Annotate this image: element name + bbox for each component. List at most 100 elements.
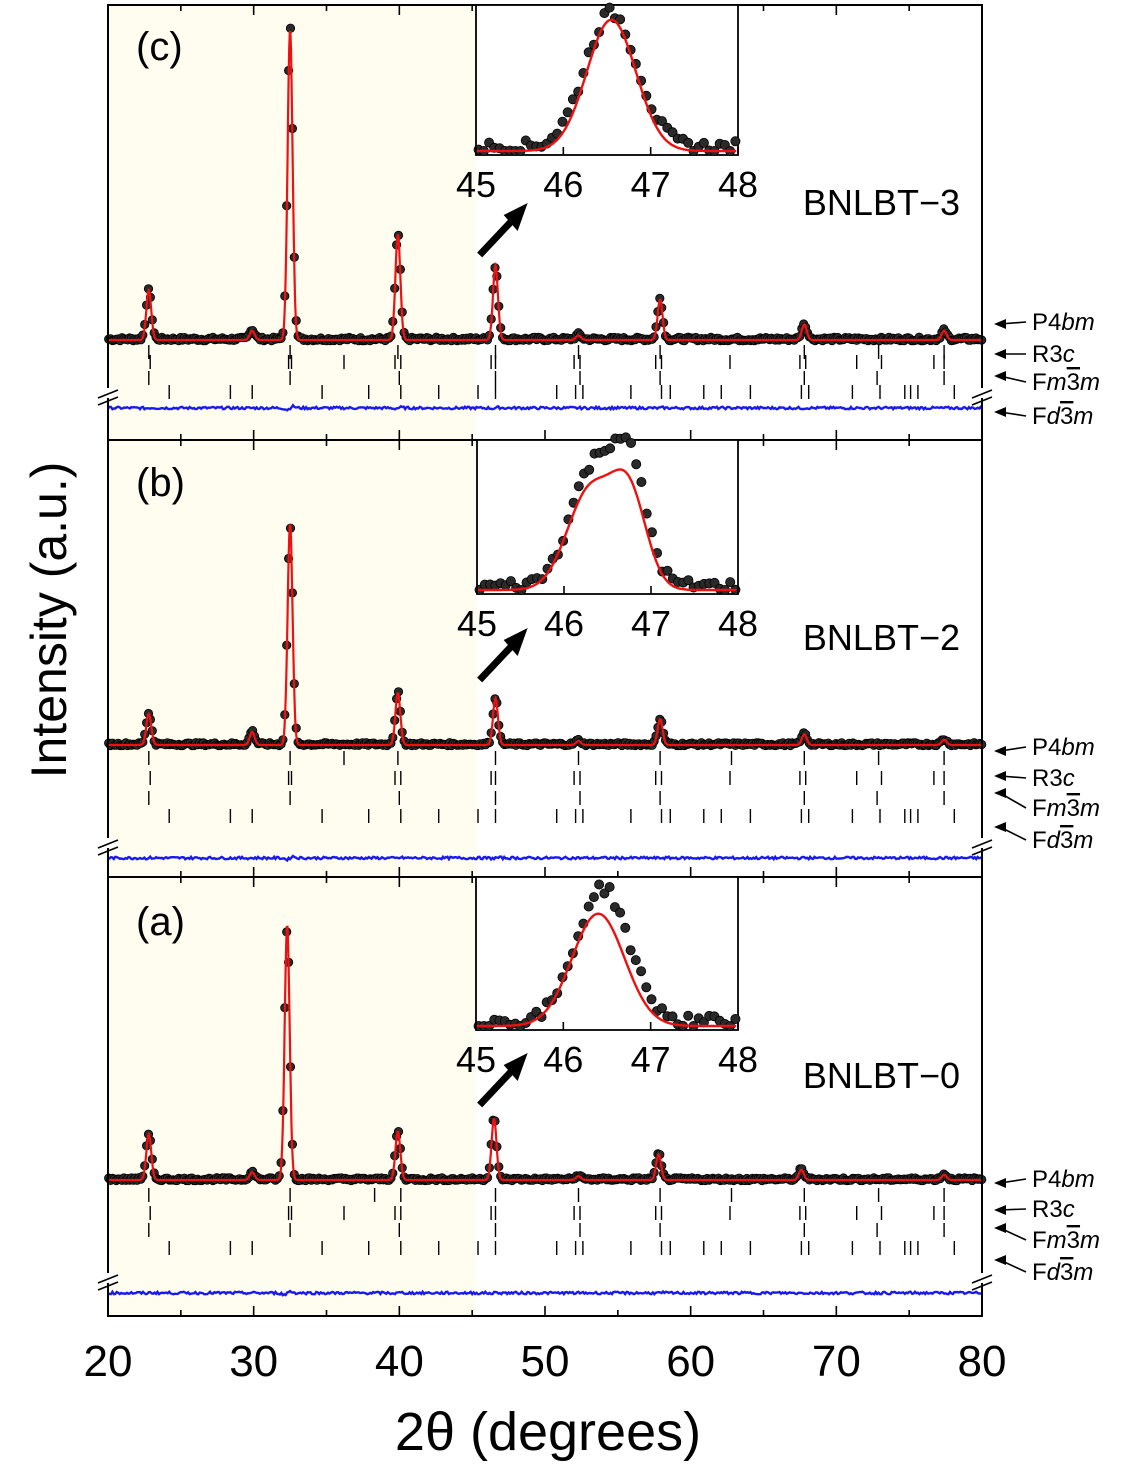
inset-observed-point xyxy=(683,575,694,586)
inset-tick-label: 48 xyxy=(718,1039,758,1080)
inset-fit-line xyxy=(477,468,737,592)
axis-break-mark xyxy=(971,839,993,849)
inset-observed-point xyxy=(725,577,736,588)
inset-observed-point xyxy=(594,879,605,890)
bragg-ticks-2 xyxy=(149,1206,945,1220)
inset: 45 46 47 48 xyxy=(456,2,758,205)
axis-break-gap xyxy=(100,388,116,398)
x-tick-label: 40 xyxy=(375,1337,424,1386)
inset-tick-label: 46 xyxy=(543,164,583,205)
zoom-arrow xyxy=(477,1068,515,1108)
inset-tick-label: 47 xyxy=(631,164,671,205)
zoom-arrow-head xyxy=(503,203,528,231)
phase-arrow-head xyxy=(994,1205,1006,1215)
phase-arrow-head xyxy=(994,771,1006,781)
observed-points xyxy=(104,523,987,751)
inset-observed-point xyxy=(630,955,641,966)
inset-observed-point xyxy=(636,476,647,487)
bragg-ticks-4 xyxy=(168,385,955,399)
phase-arrow-head xyxy=(994,1255,1006,1265)
sample-label: BNLBT−3 xyxy=(803,182,960,223)
inset-tick-label: 46 xyxy=(543,1039,583,1080)
axis-break-mark xyxy=(971,396,993,406)
inset-tick-label: 45 xyxy=(456,1039,496,1080)
inset-observed-point xyxy=(604,2,615,13)
inset-observed-point xyxy=(605,443,616,454)
inset-observed-point xyxy=(625,945,636,956)
inset-observed-point xyxy=(615,907,626,918)
inset-fit-line xyxy=(476,18,737,153)
difference-curve xyxy=(107,403,983,412)
phase-label: Fm3m xyxy=(1032,795,1100,822)
inset-observed-point xyxy=(662,565,673,576)
axis-break-gap xyxy=(100,838,116,848)
inset-observed-point xyxy=(730,1014,741,1025)
phase-arrow-head xyxy=(994,1178,1006,1188)
phase-arrow-head xyxy=(994,319,1006,329)
bragg-ticks-4 xyxy=(168,1241,955,1255)
phase-arrow-head xyxy=(994,746,1006,756)
inset-observed-point xyxy=(657,1003,668,1014)
panels-layer: (c)BNLBT−345 46 47 48P4bmR3cFm3mFd3m(b)BNLB… xyxy=(97,2,1100,1317)
fit-line xyxy=(108,925,982,1182)
panel-a: (a) BNLBT−0 45 46 47 48 P4bm R3c Fm3m Fd3m xyxy=(97,876,1100,1317)
phase-label: P4bm xyxy=(1032,1166,1095,1193)
inset-observed-point xyxy=(626,437,637,448)
inset-observed-point xyxy=(584,464,595,475)
inset-observed-point xyxy=(599,888,610,899)
inset-tick-label: 45 xyxy=(456,164,496,205)
axis-break-mark xyxy=(97,839,119,849)
axes-layer: 20 30 40 50 60 70 80 xyxy=(84,1337,1007,1386)
phase-arrow-head xyxy=(994,371,1006,381)
fit-line xyxy=(108,524,982,747)
bragg-ticks-1 xyxy=(148,751,945,765)
x-tick-label: 70 xyxy=(812,1337,861,1386)
inset-observed-point xyxy=(657,116,668,127)
x-tick-label: 30 xyxy=(229,1337,278,1386)
phase-arrow-head xyxy=(994,349,1006,359)
inset-observed-point xyxy=(588,892,599,903)
axis-break-mark xyxy=(97,1274,119,1284)
panel-tag: (b) xyxy=(136,461,185,505)
axis-break-mark xyxy=(971,846,993,856)
inset-tick-label: 48 xyxy=(718,603,758,644)
inset-observed-point xyxy=(573,481,584,492)
inset-tick-label: 47 xyxy=(631,1039,671,1080)
inset-observed-point xyxy=(505,576,516,587)
inset-frame xyxy=(475,4,739,156)
inset-tick-label: 47 xyxy=(631,603,671,644)
phase-label: Fd3m xyxy=(1032,403,1093,430)
axis-break-gap xyxy=(974,388,990,398)
axis-break-mark xyxy=(97,1281,119,1291)
inset-observed-point xyxy=(615,14,626,25)
difference-curve xyxy=(107,1289,983,1297)
inset-observed-point xyxy=(683,137,694,148)
inset-observed-point xyxy=(631,459,642,470)
axis-break-mark xyxy=(971,1274,993,1284)
bragg-ticks-1 xyxy=(148,1188,945,1202)
axis-break-gap xyxy=(974,838,990,848)
phase-label: Fd3m xyxy=(1032,827,1093,854)
phase-label: Fm3m xyxy=(1032,1227,1100,1254)
phase-label: R3c xyxy=(1032,1196,1075,1223)
inset-observed-point xyxy=(557,116,568,127)
phase-label: R3c xyxy=(1032,341,1075,368)
panel-tag: (c) xyxy=(136,25,183,69)
inset-tick-label: 46 xyxy=(544,603,584,644)
difference-curve xyxy=(107,854,983,863)
axis-break-mark xyxy=(971,389,993,399)
axis-break-mark xyxy=(97,396,119,406)
bragg-ticks-2 xyxy=(149,771,945,785)
inset-observed-point xyxy=(730,136,741,147)
phase-arrow-head xyxy=(994,788,1006,798)
inset-tick-label: 45 xyxy=(457,603,497,644)
inset-frame xyxy=(476,439,739,595)
phase-label: R3c xyxy=(1032,765,1075,792)
axis-break-gap xyxy=(974,1273,990,1283)
zoom-arrow xyxy=(477,643,515,683)
phase-label: P4bm xyxy=(1032,309,1095,336)
zoom-arrow-head xyxy=(503,1053,528,1081)
inset-frame xyxy=(475,876,739,1031)
